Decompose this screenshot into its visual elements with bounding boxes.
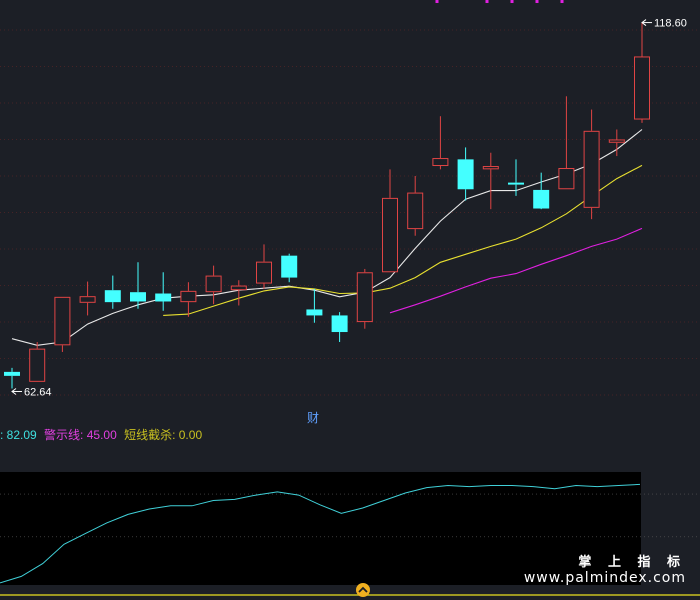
legend-warning-line: 警示线: 45.00 — [44, 428, 117, 442]
watermark: 掌 上 指 标 www.palmindex.com — [524, 551, 686, 586]
candle — [432, 116, 449, 170]
candle-body — [432, 158, 449, 167]
top-mark — [510, 0, 514, 3]
candle — [256, 244, 272, 289]
legend-short-kill: 短线截杀: 0.00 — [124, 428, 203, 442]
candle-body — [104, 290, 121, 303]
candle-body — [608, 139, 625, 143]
main-grid — [0, 29, 700, 396]
candle-body — [382, 197, 398, 273]
candles — [4, 22, 650, 389]
high-price-label: 118.60 — [654, 18, 687, 30]
top-marks — [435, 0, 564, 3]
candle — [482, 152, 499, 210]
oscillator-panel — [0, 472, 641, 585]
candle — [558, 96, 575, 190]
low-arrow-icon — [11, 388, 17, 395]
candle-body — [281, 255, 298, 278]
candle — [634, 22, 650, 123]
scroll-arrow-icon[interactable] — [356, 583, 370, 597]
watermark-brand: 掌 上 指 标 — [578, 555, 686, 570]
candle — [29, 341, 46, 382]
sub-grid — [0, 493, 700, 538]
moving-average-lines — [11, 129, 643, 346]
candle-body — [457, 159, 474, 190]
candle — [54, 296, 71, 352]
candle — [457, 147, 474, 201]
oscillator-series — [0, 483, 700, 596]
candle-body — [79, 296, 96, 303]
bottom-tag: 财 — [307, 411, 319, 425]
ma-line-1 — [11, 129, 643, 346]
candle-body — [331, 315, 348, 333]
candle — [205, 265, 222, 305]
candle-body — [306, 309, 323, 316]
candle-body — [130, 292, 146, 302]
watermark-url: www.palmindex.com — [523, 570, 686, 586]
high-arrow-icon — [641, 19, 647, 26]
candle-body — [356, 272, 373, 323]
low-price-label: 62.64 — [24, 386, 52, 398]
candle — [608, 129, 625, 157]
candle-body — [407, 192, 424, 230]
candle-body — [180, 290, 197, 303]
candle-body — [205, 275, 222, 293]
legend-value: 值: 82.09 — [0, 428, 37, 442]
candle — [407, 175, 424, 236]
ma-line-2 — [163, 164, 643, 316]
candle-body — [54, 296, 71, 346]
candle — [356, 268, 373, 329]
candle — [508, 159, 524, 196]
candle — [331, 312, 348, 342]
value-line — [0, 483, 641, 584]
candle — [533, 172, 550, 210]
top-mark — [435, 0, 439, 3]
candle-body — [634, 56, 650, 120]
candle-body — [508, 182, 524, 185]
top-mark — [485, 0, 489, 3]
candle — [230, 280, 247, 306]
candle-body — [230, 285, 247, 291]
candle — [382, 169, 398, 273]
candle — [155, 272, 172, 311]
candle-body — [558, 168, 575, 190]
candle-body — [256, 261, 272, 284]
indicator-legend: 值: 82.09 警示线: 45.00 短线截杀: 0.00 — [0, 425, 700, 445]
candle — [4, 367, 20, 389]
candle-body — [583, 130, 600, 208]
candle — [180, 282, 197, 317]
annotations: 118.60 62.64 财 — [11, 18, 687, 425]
candle-body — [155, 293, 172, 302]
candle — [104, 275, 121, 309]
candle — [583, 109, 600, 220]
candle-body — [4, 371, 20, 376]
ma-line-3 — [389, 227, 643, 314]
top-mark — [535, 0, 539, 3]
candle — [79, 281, 96, 316]
candle-body — [533, 189, 550, 209]
top-mark — [560, 0, 564, 3]
candle — [130, 262, 146, 309]
candle-body — [29, 348, 46, 382]
candle — [281, 253, 298, 283]
candle — [306, 288, 323, 323]
candlestick-chart: 118.60 62.64 财 — [0, 0, 700, 425]
oscillator-chart — [0, 472, 700, 597]
candle-body — [482, 166, 499, 170]
